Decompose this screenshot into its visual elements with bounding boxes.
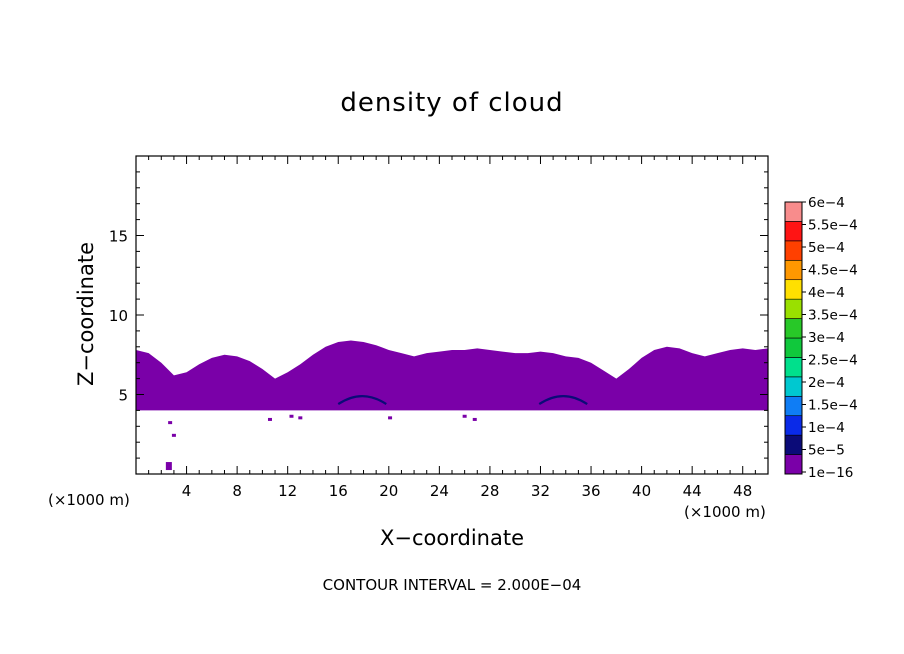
colorbar-label-5: 2.5e−4	[808, 353, 858, 369]
cloud-fragment-7	[388, 416, 393, 420]
x-tick-label-12: 12	[278, 482, 297, 500]
cloud-fragment-8	[472, 417, 477, 421]
colorbar-band-4	[784, 376, 803, 397]
cloud-fragment-5	[289, 414, 294, 418]
colorbar-label-2: 1e−4	[808, 420, 845, 436]
cloud-layer-region	[136, 340, 768, 411]
colorbar-band-5	[784, 357, 803, 378]
y-tick-label-5: 5	[118, 387, 128, 405]
x-tick-label-48: 48	[733, 482, 752, 500]
colorbar-label-6: 3e−4	[808, 330, 845, 346]
colorbar-band-10	[784, 259, 803, 281]
x-tick-label-16: 16	[329, 482, 348, 500]
colorbar-band-3	[784, 395, 803, 417]
colorbar-band-6	[784, 337, 803, 358]
cloud-fragment-2	[171, 433, 176, 437]
colorbar-label-4: 2e−4	[808, 375, 845, 391]
colorbar-band-11	[784, 240, 803, 261]
contour-interval-note: CONTOUR INTERVAL = 2.000E−04	[322, 576, 582, 594]
colorbar-band-2	[784, 415, 803, 436]
y-axis-label: Z−coordinate	[74, 242, 98, 386]
x-tick-label-20: 20	[379, 482, 398, 500]
x-tick-label-24: 24	[430, 482, 449, 500]
cloud-arc-contour-2	[538, 394, 588, 406]
x-tick-label-4: 4	[182, 482, 192, 500]
colorbar-label-7: 3.5e−4	[808, 308, 858, 324]
x-tick-label-28: 28	[480, 482, 499, 500]
colorbar-label-1: 5e−5	[808, 443, 845, 459]
colorbar-frame	[784, 201, 803, 475]
y-axis-unit: (×1000 m)	[48, 491, 130, 509]
y-tick-label-15: 15	[109, 228, 128, 246]
colorbar-label-8: 4e−4	[808, 285, 845, 301]
cloud-fragment-6	[298, 416, 303, 420]
colorbar-band-0	[784, 454, 803, 475]
x-tick-label-40: 40	[632, 482, 651, 500]
colorbar-band-8	[784, 298, 803, 319]
cloud-fragment-3	[165, 462, 172, 471]
x-tick-label-32: 32	[531, 482, 550, 500]
x-axis-unit: (×1000 m)	[684, 503, 766, 521]
colorbar-band-13	[784, 201, 803, 222]
colorbar-label-0: 1e−16	[808, 465, 853, 481]
x-tick-label-36: 36	[581, 482, 600, 500]
chart-title: density of cloud	[340, 88, 564, 118]
colorbar-label-9: 4.5e−4	[808, 263, 858, 279]
cloud-arc-contour-1	[337, 394, 387, 406]
colorbar-band-9	[784, 279, 803, 300]
colorbar-band-12	[784, 221, 803, 242]
x-tick-label-8: 8	[232, 482, 242, 500]
colorbar-band-1	[784, 434, 803, 455]
colorbar-label-11: 5.5e−4	[808, 218, 858, 234]
cloud-fragment-9	[462, 414, 467, 418]
y-tick-label-10: 10	[109, 307, 128, 325]
colorbar-band-7	[784, 318, 803, 339]
x-tick-label-44: 44	[683, 482, 702, 500]
cloud-fragment-4	[267, 417, 272, 421]
colorbar-label-10: 5e−4	[808, 240, 845, 256]
plot-frame	[135, 155, 769, 475]
colorbar-label-3: 1.5e−4	[808, 398, 858, 414]
x-axis-label: X−coordinate	[380, 526, 524, 550]
colorbar-label-12: 6e−4	[808, 195, 845, 211]
cloud-fragment-1	[168, 421, 173, 425]
